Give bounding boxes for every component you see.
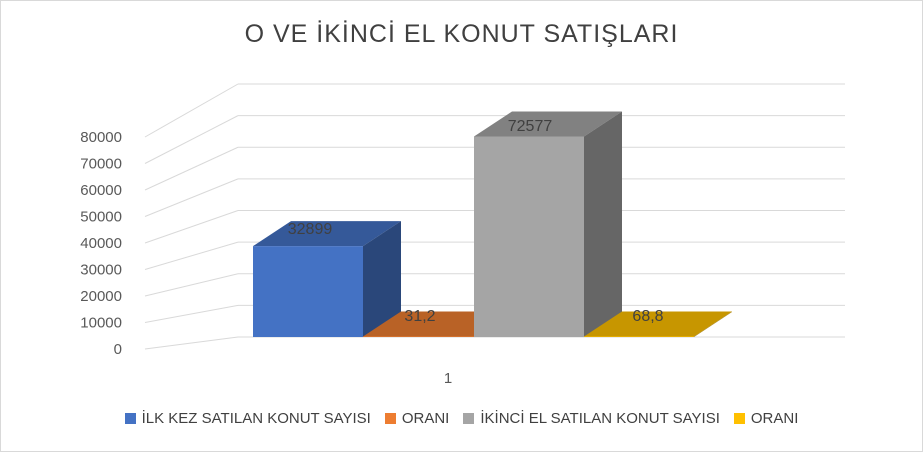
y-tick-label: 50000 [80,209,122,226]
legend-label: İKİNCİ EL SATILAN KONUT SAYISI [480,410,720,427]
bar-side [694,311,732,337]
y-tick-label: 30000 [80,262,122,279]
y-tick-label: 40000 [80,235,122,252]
legend-item: İKİNCİ EL SATILAN KONUT SAYISI [463,410,720,427]
bar-side [363,221,401,337]
data-label: 68,8 [632,308,663,325]
y-tick-label: 60000 [80,182,122,199]
legend-label: ORANI [401,410,450,427]
legend-label: İLK KEZ SATILAN KONUT SAYISI [141,410,371,427]
bar-top [253,221,401,247]
gridline-wall [144,83,239,138]
legend-swatch [124,413,136,424]
y-tick-label: 80000 [80,129,122,146]
gridline-wall [144,241,239,270]
gridline-wall [144,146,239,191]
bar [584,336,694,337]
gridline-wall [144,273,239,297]
chart-title: O VE İKİNCİ EL KONUT SATIŞLARI [244,20,679,48]
legend-item: ORANI [384,410,450,427]
legend-swatch [463,413,475,424]
bar [363,336,474,337]
y-tick-label: 10000 [80,315,122,332]
gridline-wall [144,336,239,350]
bar-side [584,111,622,337]
chart-legend: İLK KEZ SATILAN KONUT SAYISI ORANI İKİNCİ … [0,410,923,427]
gridline-wall [144,178,239,217]
data-label: 72577 [508,118,553,135]
y-tick-label: 0 [114,341,122,358]
legend-item: İLK KEZ SATILAN KONUT SAYISI [124,410,371,427]
data-label: 32899 [288,221,333,238]
legend-swatch [733,413,745,424]
legend-label: ORANI [750,410,799,427]
bar [253,246,363,337]
legend-item: ORANI [733,410,799,427]
x-category-label: 1 [444,370,452,387]
y-tick-label: 70000 [80,156,122,173]
legend-swatch [384,413,396,424]
gridline-wall [144,115,239,164]
gridline-wall [144,210,239,244]
y-tick-label: 20000 [80,288,122,305]
data-label: 31,2 [404,308,435,325]
bar-top [474,111,622,137]
bar-top [584,311,732,337]
gridline-wall [144,304,239,323]
bar [474,136,584,337]
